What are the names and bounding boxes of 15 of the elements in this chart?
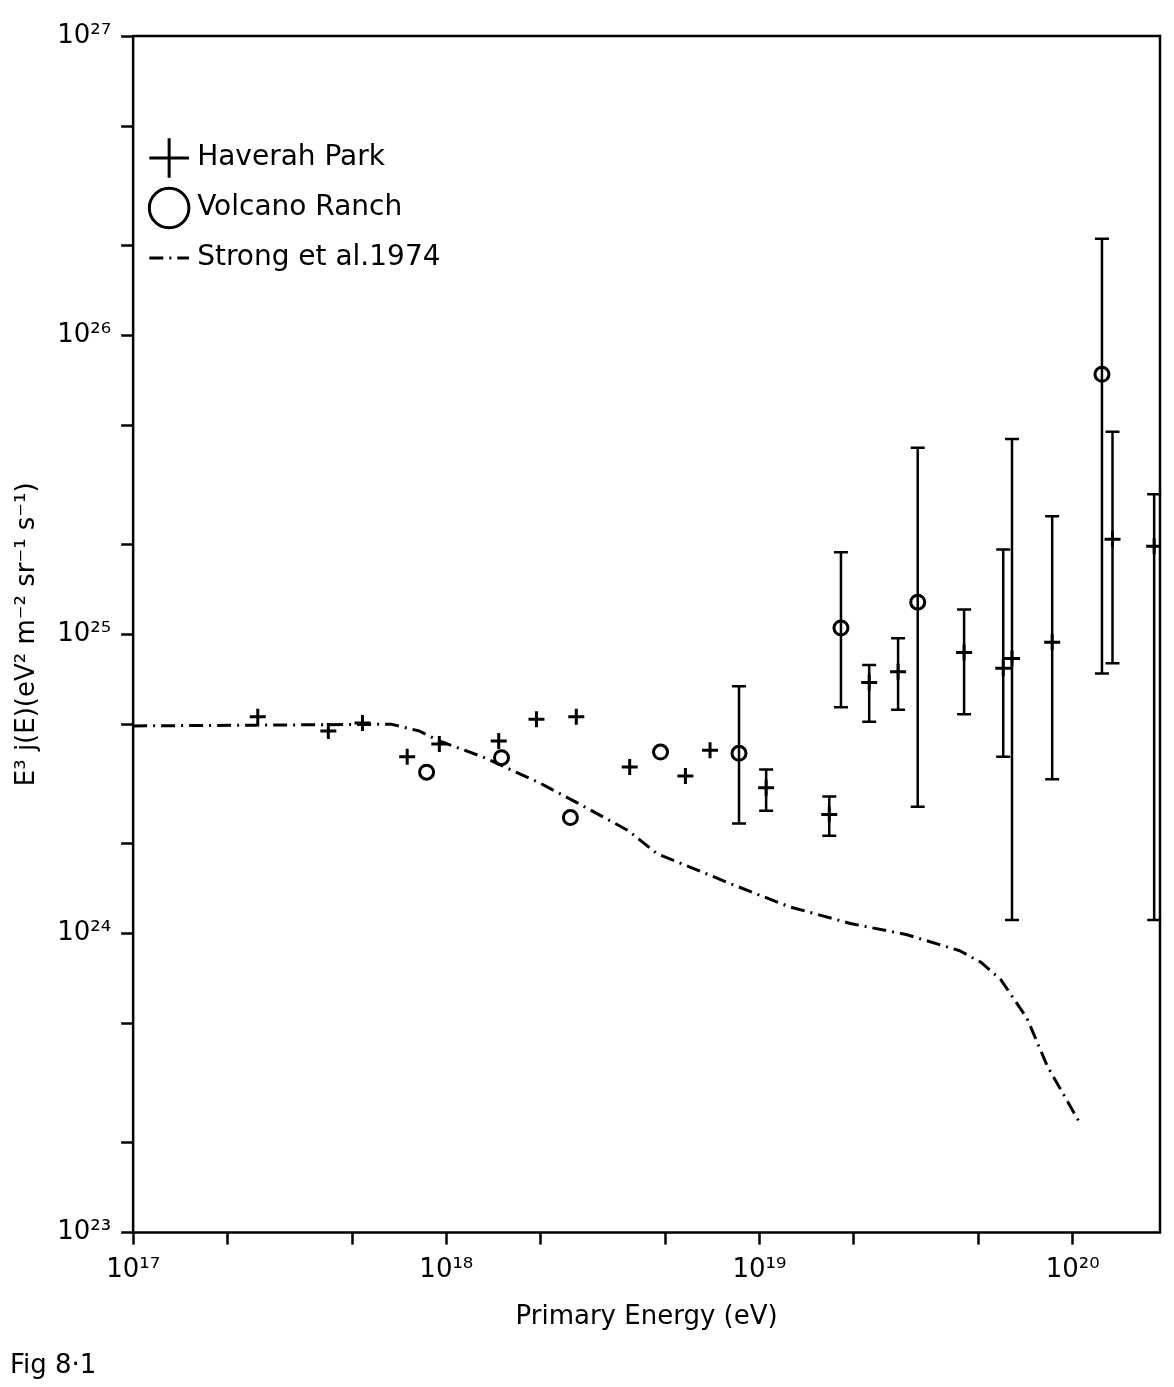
x-axis-title: Primary Energy (eV) <box>515 1300 778 1331</box>
x-tick-label: 10²⁰ <box>1045 1252 1100 1283</box>
y-tick-label: 10²⁶ <box>57 317 112 348</box>
y-tick-label: 10²³ <box>57 1215 112 1246</box>
x-tick-label: 10¹⁹ <box>732 1252 787 1283</box>
legend-label: Volcano Ranch <box>197 189 403 223</box>
legend-label: Haverah Park <box>197 139 386 173</box>
x-tick-label: 10¹⁷ <box>106 1252 161 1283</box>
y-tick-label: 10²⁷ <box>57 18 112 49</box>
x-tick-label: 10¹⁸ <box>419 1252 474 1283</box>
y-tick-label: 10²⁴ <box>57 916 112 947</box>
legend-label: Strong et al.1974 <box>197 239 441 273</box>
y-axis-title: E³ j(E)(eV² m⁻² sr⁻¹ s⁻¹) <box>10 482 41 787</box>
caption: Fig 8·1 <box>10 1349 97 1379</box>
y-tick-label: 10²⁵ <box>57 617 112 648</box>
